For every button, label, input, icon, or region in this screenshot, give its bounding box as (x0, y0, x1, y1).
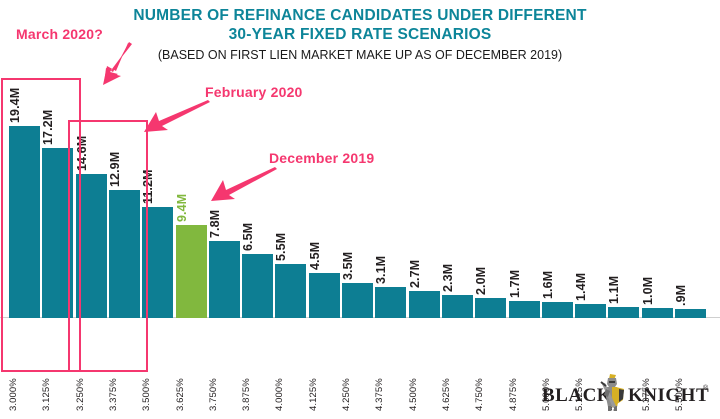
bar[interactable] (441, 295, 473, 318)
annotation-december-2019: December 2019 (269, 150, 375, 166)
x-axis-tick-label: 4.375% (374, 378, 386, 411)
bar-value-label: 5.5M (274, 232, 289, 261)
bar-value-label: 1.7M (507, 269, 522, 299)
x-axis-tick-label: 3.750% (207, 378, 219, 411)
bar-value-label: 1.6M (540, 270, 555, 300)
x-axis-tick-label: 4.250% (341, 378, 352, 411)
bar[interactable] (75, 173, 107, 318)
chart-subtitle: (BASED ON FIRST LIEN MARKET MAKE UP AS O… (157, 48, 563, 62)
bar-value-label: 3.5M (341, 252, 355, 281)
bar[interactable] (675, 309, 706, 318)
bar[interactable] (575, 304, 607, 318)
bar-value-label: .9M (674, 284, 688, 307)
bar[interactable] (142, 207, 174, 318)
bar[interactable] (508, 301, 540, 318)
bar[interactable] (42, 147, 74, 318)
x-axis-tick-label: 3.625% (174, 378, 186, 411)
x-axis-tick-label: 3.000% (8, 378, 19, 411)
bar-value-label: 2.7M (407, 260, 422, 289)
x-axis-tick-label: 4.125% (307, 378, 319, 411)
chart-title-line-1: NUMBER OF REFINANCE CANDIDATES UNDER DIF… (133, 7, 587, 24)
bar[interactable] (9, 126, 40, 318)
bar[interactable] (475, 298, 507, 318)
logo-word-black: BLACK (542, 385, 613, 406)
chart-title-block: NUMBER OF REFINANCE CANDIDATES UNDER DIF… (0, 6, 720, 64)
bar[interactable] (342, 283, 373, 318)
bar[interactable] (275, 263, 307, 318)
x-axis-tick-label: 3.875% (241, 378, 253, 411)
bar-value-label: 11.2M (141, 169, 156, 205)
bar[interactable] (641, 308, 673, 318)
bar-value-label: 19.4M (8, 87, 22, 123)
bar[interactable] (408, 291, 440, 318)
x-axis-tick-label: 3.500% (141, 378, 153, 411)
x-axis-tick-label: 3.375% (107, 378, 119, 411)
x-axis-tick-label: 3.250% (74, 378, 86, 411)
bar[interactable] (208, 240, 240, 318)
bar-value-label: 17.2M (41, 109, 56, 145)
chart-title-line-2: 30-YEAR FIXED RATE SCENARIOS (228, 26, 492, 43)
bar-value-label: 1.0M (640, 276, 655, 306)
bar-value-label: 3.1M (374, 256, 389, 285)
x-axis-tick-label: 4.875% (507, 378, 519, 411)
bar[interactable] (175, 224, 207, 318)
bar[interactable] (308, 273, 340, 318)
bar-value-label: 6.5M (241, 222, 256, 251)
bar-value-label: 14.6M (74, 135, 89, 171)
knight-figure-icon (600, 374, 624, 411)
x-axis-tick-label: 4.625% (440, 378, 452, 411)
bar[interactable] (375, 287, 407, 318)
bar-value-label: 9.4M (174, 193, 189, 222)
logo-trademark: ® (703, 385, 709, 392)
bar-value-label: 1.4M (574, 272, 589, 302)
bar-value-label: 2.3M (440, 264, 455, 293)
bar-value-label: 4.5M (307, 242, 322, 271)
logo-word-knight: KNIGHT (628, 385, 710, 406)
bar-value-label: 1.1M (607, 275, 622, 305)
bar-value-label: 7.8M (207, 209, 222, 238)
bar[interactable] (541, 302, 573, 318)
x-axis-tick-label: 4.000% (274, 378, 286, 411)
bar[interactable] (608, 307, 640, 318)
x-axis-tick-label: 3.125% (41, 378, 53, 411)
bar[interactable] (242, 253, 274, 318)
black-knight-logo: BLACK KNIGHT ® (540, 373, 710, 411)
bar-value-label: 12.9M (107, 152, 122, 188)
annotation-march-2020: March 2020? (16, 26, 104, 42)
annotation-february-2020: February 2020 (205, 84, 303, 100)
x-axis-tick-label: 4.750% (474, 378, 486, 411)
bar[interactable] (108, 190, 140, 318)
x-axis-tick-label: 4.500% (407, 378, 419, 411)
bar-value-label: 2.0M (474, 267, 489, 296)
